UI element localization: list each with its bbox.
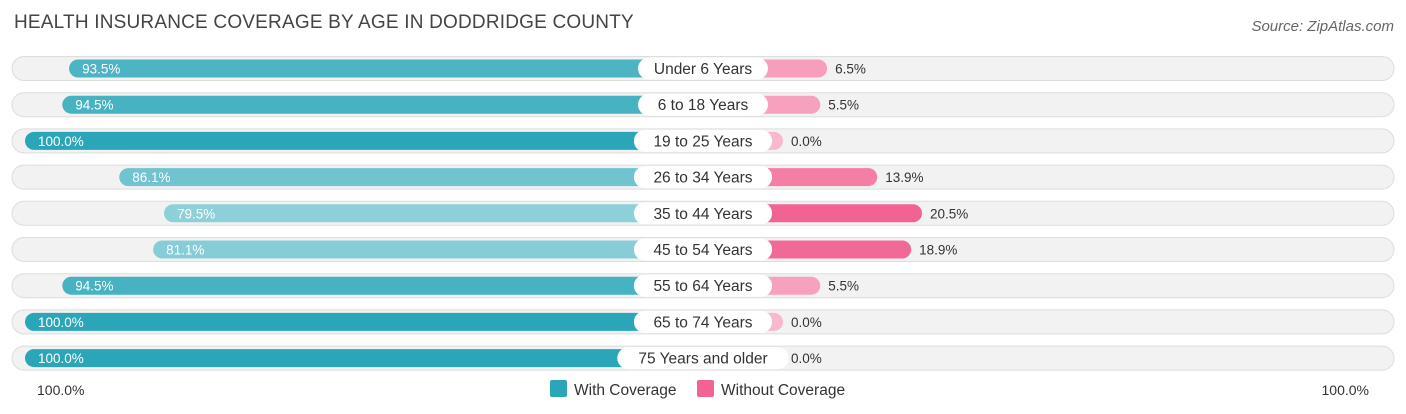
value-label-without-coverage: 6.5% xyxy=(835,62,866,77)
row-45-to-54-years: 45 to 54 Years 81.1% 18.9% xyxy=(11,237,1395,262)
value-label-with-coverage: 100.0% xyxy=(38,315,84,330)
chart-title: HEALTH INSURANCE COVERAGE BY AGE IN DODD… xyxy=(14,12,634,33)
bar-with-coverage xyxy=(25,312,703,331)
value-label-with-coverage: 100.0% xyxy=(38,134,84,149)
category-label-background xyxy=(633,166,773,189)
value-label-without-coverage: 0.0% xyxy=(791,315,822,330)
value-label-with-coverage: 81.1% xyxy=(166,243,204,258)
legend-swatch-without-coverage xyxy=(697,380,714,397)
value-label-without-coverage: 13.9% xyxy=(885,170,923,185)
value-label-without-coverage: 5.5% xyxy=(828,98,859,113)
bar-with-coverage xyxy=(62,276,704,295)
category-label: 6 to 18 Years xyxy=(658,97,749,114)
bar-with-coverage xyxy=(62,95,704,114)
row-19-to-25-years: 19 to 25 Years 100.0% 0.0% xyxy=(11,128,1395,154)
bar-with-coverage xyxy=(119,168,703,187)
category-label: Under 6 Years xyxy=(654,61,752,78)
category-label: 65 to 74 Years xyxy=(653,314,752,331)
value-label-without-coverage: 20.5% xyxy=(930,206,968,221)
value-label-without-coverage: 0.0% xyxy=(791,134,822,149)
category-label: 55 to 64 Years xyxy=(653,278,752,295)
category-label-background xyxy=(617,347,789,370)
category-label: 75 Years and older xyxy=(638,351,767,368)
category-label: 45 to 54 Years xyxy=(653,242,752,259)
row-26-to-34-years: 26 to 34 Years 86.1% 13.9% xyxy=(11,164,1395,190)
value-label-with-coverage: 94.5% xyxy=(75,98,113,113)
row-6-to-18-years: 6 to 18 Years 94.5% 5.5% xyxy=(11,92,1395,118)
value-label-without-coverage: 0.0% xyxy=(791,351,822,366)
value-label-with-coverage: 94.5% xyxy=(75,279,113,294)
axis-left-label: 100.0% xyxy=(37,382,84,398)
legend-swatch-with-coverage xyxy=(550,380,567,397)
category-label: 26 to 34 Years xyxy=(653,170,752,187)
chart-source: Source: ZipAtlas.com xyxy=(1251,18,1394,35)
bar-with-coverage xyxy=(69,59,703,78)
value-label-with-coverage: 86.1% xyxy=(132,170,170,185)
row-75-years-and-older: 75 Years and older 100.0% 0.0% xyxy=(11,345,1395,371)
row-35-to-44-years: 35 to 44 Years 79.5% 20.5% xyxy=(11,200,1395,226)
value-label-without-coverage: 18.9% xyxy=(919,243,957,258)
bar-with-coverage xyxy=(25,349,703,368)
row-65-to-74-years: 65 to 74 Years 100.0% 0.0% xyxy=(11,309,1395,335)
bar-with-coverage xyxy=(153,240,704,259)
category-label-background xyxy=(633,274,773,297)
row-55-to-64-years: 55 to 64 Years 94.5% 5.5% xyxy=(11,273,1395,299)
legend-label-without-coverage: Without Coverage xyxy=(721,382,845,399)
row-under-6-years: Under 6 Years 93.5% 6.5% xyxy=(11,56,1395,81)
category-label: 19 to 25 Years xyxy=(653,133,752,150)
bar-with-coverage xyxy=(163,204,704,223)
category-label: 35 to 44 Years xyxy=(653,206,752,223)
value-label-with-coverage: 93.5% xyxy=(82,62,120,77)
axis-right-label: 100.0% xyxy=(1322,382,1369,398)
legend: With Coverage Without Coverage xyxy=(550,380,845,399)
category-label-background xyxy=(633,238,773,261)
legend-label-with-coverage: With Coverage xyxy=(574,382,677,399)
category-label-background xyxy=(638,93,768,116)
category-label-background xyxy=(638,57,768,80)
category-label-background xyxy=(633,310,773,333)
value-label-with-coverage: 100.0% xyxy=(38,351,84,366)
chart-rows: Under 6 Years 93.5% 6.5% 6 to 18 Years 94.5%… xyxy=(11,56,1395,371)
category-label-background xyxy=(633,129,773,152)
value-label-without-coverage: 5.5% xyxy=(828,279,859,294)
bar-with-coverage xyxy=(25,131,703,150)
category-label-background xyxy=(633,202,773,225)
value-label-with-coverage: 79.5% xyxy=(177,206,215,221)
